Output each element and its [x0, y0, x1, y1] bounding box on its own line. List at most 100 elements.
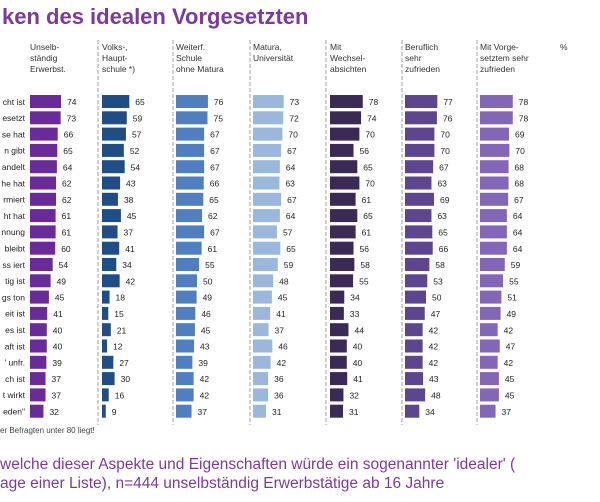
value-label-s6-r10: 66	[439, 244, 449, 254]
bar-s6-r1	[405, 95, 438, 108]
series-header-6-line-3: zufrieden	[405, 64, 440, 74]
bar-s5-r9	[330, 225, 356, 239]
series-header-6-line-1: Beruflich	[405, 42, 438, 52]
value-label-s4-r15: 37	[275, 325, 285, 335]
bar-s5-r17	[330, 355, 347, 369]
value-label-s7-r6: 68	[515, 179, 525, 189]
bar-s3-r7	[176, 192, 204, 206]
bar-s1-r2	[30, 111, 61, 125]
bar-s4-r3	[253, 127, 283, 141]
bar-s4-r18	[253, 372, 269, 386]
value-label-s2-r4: 52	[130, 146, 140, 156]
bar-s6-r13	[405, 290, 426, 304]
value-label-s4-r16: 46	[278, 342, 288, 352]
value-label-s7-r1: 78	[519, 97, 529, 107]
value-label-s5-r16: 40	[353, 342, 363, 352]
value-label-s3-r16: 43	[200, 342, 210, 352]
value-label-s5-r6: 70	[365, 179, 375, 189]
series-header-1-line-3: Erwerbst.	[30, 64, 66, 74]
value-label-s5-r19: 32	[349, 391, 359, 401]
value-label-s3-r18: 42	[200, 374, 210, 384]
value-label-s5-r15: 44	[354, 325, 364, 335]
bar-s3-r20	[176, 404, 192, 418]
bar-s1-r6	[30, 176, 57, 190]
value-label-s5-r8: 65	[363, 211, 373, 221]
bar-s1-r7	[30, 192, 57, 206]
row-label-14: eit ist	[5, 309, 25, 319]
value-label-s2-r14: 15	[114, 309, 124, 319]
bar-s7-r1	[480, 95, 513, 108]
bar-s7-r16	[480, 339, 500, 353]
bar-s6-r9	[405, 225, 433, 239]
bar-s2-r20	[102, 404, 106, 418]
bar-s2-r12	[102, 274, 120, 288]
value-label-s3-r15: 45	[201, 325, 211, 335]
bar-s3-r5	[176, 160, 205, 174]
value-label-s5-r10: 56	[360, 244, 370, 254]
bar-s7-r2	[480, 111, 513, 125]
bar-s4-r17	[253, 355, 271, 369]
bar-s4-r2	[253, 111, 284, 125]
bar-s1-r4	[30, 143, 58, 157]
row-label-15: es ist	[5, 325, 25, 335]
value-label-s2-r9: 37	[124, 228, 134, 238]
value-label-s4-r6: 63	[285, 179, 295, 189]
bar-s1-r17	[30, 355, 47, 369]
value-label-s4-r9: 57	[283, 228, 293, 238]
source-line-1: welche dieser Aspekte und Eigenschaften …	[0, 456, 516, 473]
bar-s7-r5	[480, 160, 509, 174]
bar-s6-r12	[405, 274, 428, 288]
value-label-s6-r7: 69	[440, 195, 450, 205]
value-label-s3-r3: 67	[210, 130, 220, 140]
value-label-s5-r18: 41	[353, 374, 363, 384]
value-label-s6-r2: 76	[443, 113, 453, 123]
bar-s7-r8	[480, 209, 507, 223]
value-label-s3-r19: 42	[200, 391, 210, 401]
value-label-s2-r8: 45	[127, 211, 137, 221]
value-label-s1-r1: 74	[67, 97, 77, 107]
bar-s5-r10	[330, 241, 354, 255]
bar-s6-r17	[405, 355, 423, 369]
bar-s4-r16	[253, 339, 273, 353]
series-header-5-line-3: absichten	[330, 64, 367, 74]
value-label-s2-r3: 57	[132, 130, 142, 140]
value-label-s6-r1: 77	[443, 97, 453, 107]
value-label-s3-r13: 49	[203, 293, 213, 303]
value-label-s5-r14: 33	[350, 309, 360, 319]
bar-s7-r17	[480, 355, 498, 369]
value-label-s7-r20: 37	[502, 407, 512, 417]
value-label-s5-r3: 70	[365, 130, 375, 140]
value-label-s4-r12: 48	[279, 276, 289, 286]
bar-s7-r14	[480, 306, 501, 320]
bar-s3-r15	[176, 323, 195, 337]
value-label-s7-r16: 47	[506, 342, 516, 352]
value-label-s7-r3: 69	[515, 130, 525, 140]
value-label-s1-r11: 54	[59, 260, 69, 270]
value-label-s5-r4: 56	[360, 146, 370, 156]
value-label-s2-r16: 12	[113, 342, 123, 352]
value-label-s7-r2: 78	[519, 113, 529, 123]
bar-s7-r10	[480, 241, 507, 255]
bar-s4-r14	[253, 306, 271, 320]
row-label-10: bleibt	[5, 243, 26, 253]
series-header-4-line-1: Matura,	[253, 42, 282, 52]
value-label-s3-r2: 75	[214, 113, 224, 123]
value-label-s7-r15: 42	[504, 325, 514, 335]
bar-s5-r1	[330, 95, 363, 108]
value-label-s6-r8: 63	[437, 211, 447, 221]
bar-s2-r3	[102, 127, 126, 141]
bar-s5-r20	[330, 404, 344, 418]
value-label-s6-r14: 47	[431, 309, 441, 319]
value-label-s5-r9: 61	[362, 228, 372, 238]
bar-s7-r12	[480, 274, 504, 288]
series-header-3-line-2: Schule	[176, 53, 202, 63]
chart-title: ken des idealen Vorgesetzten	[2, 4, 309, 29]
value-label-s1-r4: 65	[63, 146, 73, 156]
bar-s7-r9	[480, 225, 507, 239]
series-header-7-line-2: setztem sehr	[480, 53, 529, 63]
value-label-s7-r14: 49	[507, 309, 517, 319]
value-label-s2-r2: 59	[133, 113, 143, 123]
bar-s4-r6	[253, 176, 280, 190]
bar-s1-r3	[30, 127, 58, 141]
